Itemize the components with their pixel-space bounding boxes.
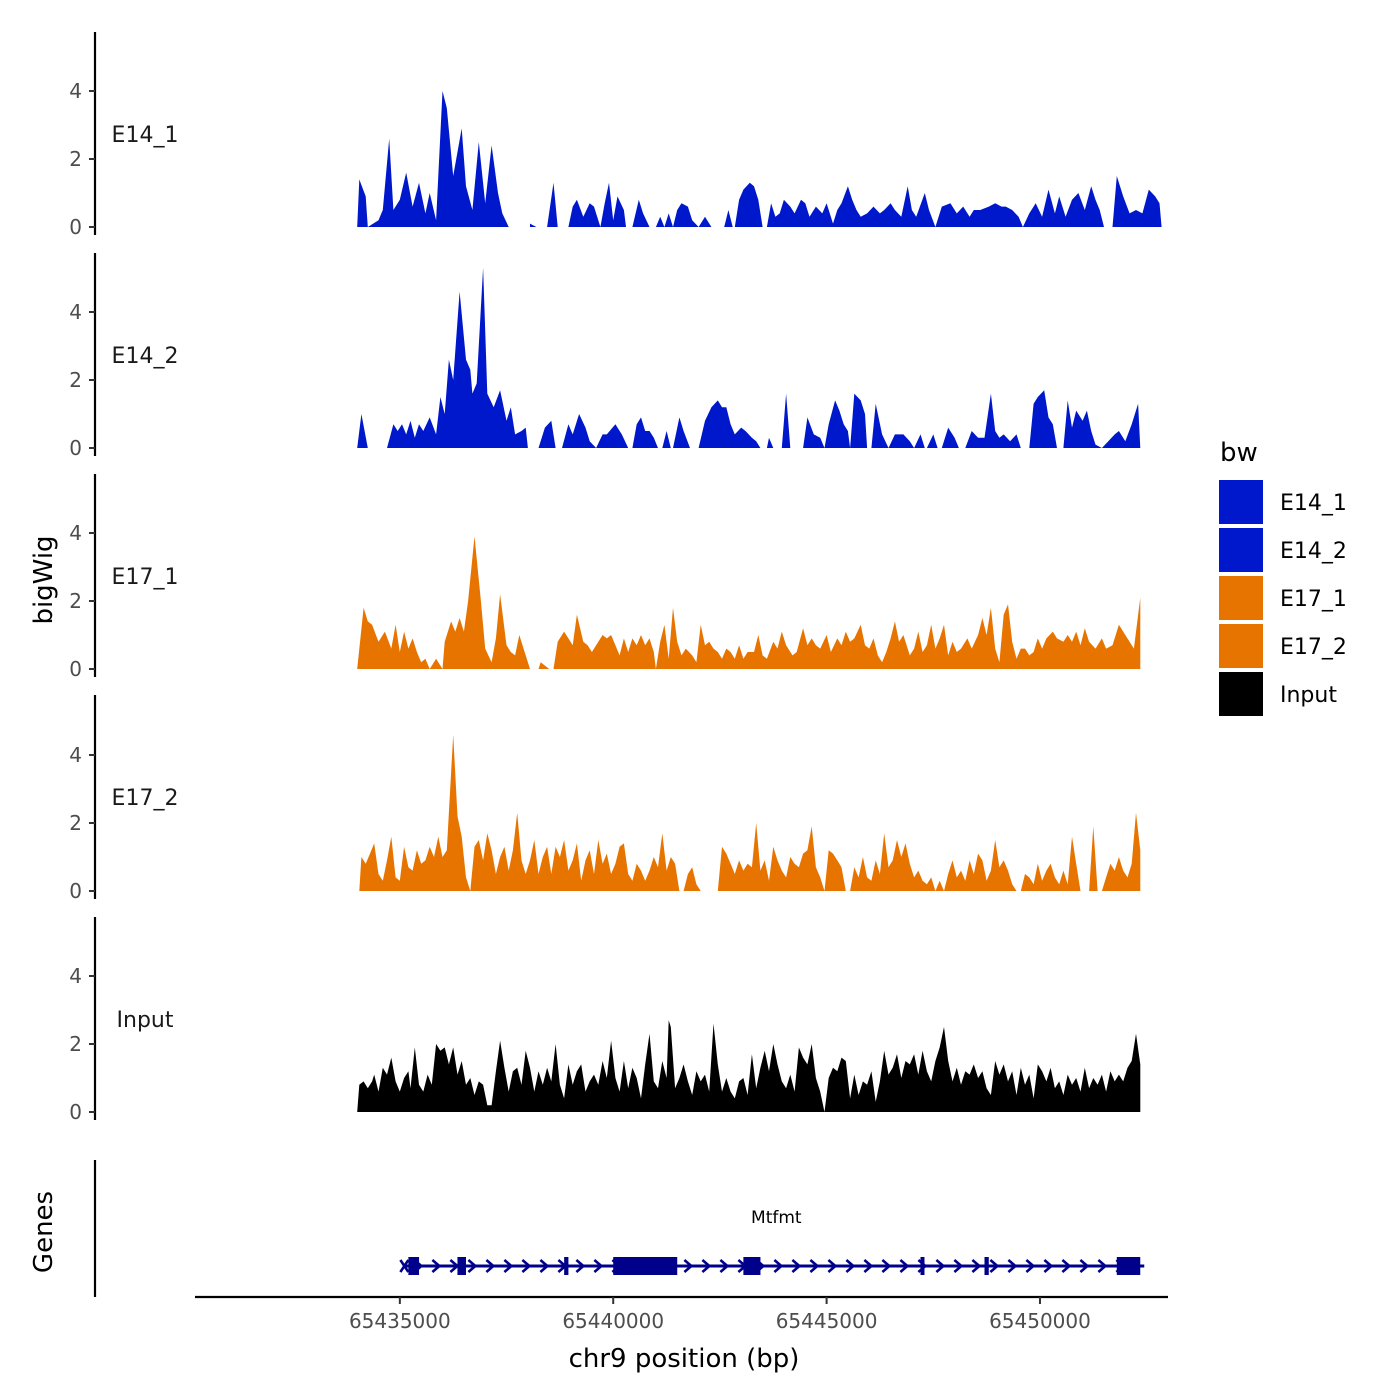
strand-arrow bbox=[521, 1259, 532, 1273]
strand-arrow bbox=[539, 1259, 550, 1273]
strand-arrow bbox=[935, 1259, 946, 1273]
y-tick-label: 4 bbox=[69, 300, 82, 324]
track-E14_1: 0 2 4 E14_1 bbox=[69, 32, 1162, 239]
gene-name-label: Mtfmt bbox=[751, 1208, 802, 1228]
gene-exon bbox=[1116, 1257, 1141, 1275]
track-Input: 0 2 4 Input bbox=[69, 917, 1141, 1124]
strand-arrow bbox=[1079, 1259, 1090, 1273]
legend-swatch bbox=[1219, 528, 1263, 572]
gene-exon bbox=[564, 1257, 569, 1275]
strand-arrow bbox=[449, 1259, 460, 1273]
strand-arrow bbox=[593, 1259, 604, 1273]
strand-arrow bbox=[773, 1259, 784, 1273]
genes-axis-title: Genes bbox=[29, 1191, 59, 1273]
y-tick-label: 0 bbox=[69, 879, 82, 903]
gene-exon bbox=[408, 1257, 420, 1275]
gene-exon bbox=[457, 1257, 466, 1275]
strand-arrow bbox=[881, 1259, 892, 1273]
legend-swatch bbox=[1219, 624, 1263, 668]
y-tick-label: 2 bbox=[69, 589, 82, 613]
track-panels: 0 2 4 E14_1 0 2 4 E14_2 0 2 4 E17_1 0 2 4 E17_2 0 2 4 Input bbox=[69, 32, 1162, 1124]
y-tick-label: 4 bbox=[69, 521, 82, 545]
gene-exon bbox=[984, 1257, 989, 1275]
y-tick-label: 4 bbox=[69, 79, 82, 103]
strand-arrow bbox=[431, 1259, 442, 1273]
strand-arrow bbox=[971, 1259, 982, 1273]
track-area-E17_1 bbox=[357, 536, 1141, 669]
track-label: Input bbox=[117, 1008, 174, 1033]
track-area-E14_2 bbox=[357, 267, 1141, 448]
strand-arrow bbox=[701, 1259, 712, 1273]
legend-label: E14_2 bbox=[1280, 539, 1347, 564]
strand-arrow bbox=[683, 1259, 694, 1273]
gene-exon bbox=[743, 1257, 761, 1275]
legend: bw E14_1 E14_2 E17_1 E17_2 Input bbox=[1219, 438, 1347, 716]
track-area-Input bbox=[357, 1020, 1141, 1112]
track-E17_2: 0 2 4 E17_2 bbox=[69, 695, 1141, 903]
legend-label: Input bbox=[1280, 683, 1337, 708]
genes-panel: Mtfmt bbox=[93, 1160, 1145, 1297]
track-label: E14_2 bbox=[112, 344, 179, 369]
strand-arrow bbox=[467, 1259, 478, 1273]
strand-arrow bbox=[719, 1259, 730, 1273]
strand-arrow bbox=[791, 1259, 802, 1273]
y-tick-label: 0 bbox=[69, 436, 82, 460]
strand-arrow bbox=[575, 1259, 586, 1273]
y-tick-label: 0 bbox=[69, 657, 82, 681]
strand-arrow bbox=[827, 1259, 838, 1273]
y-tick-label: 0 bbox=[69, 215, 82, 239]
legend-swatch bbox=[1219, 672, 1263, 716]
x-tick-label: 65450000 bbox=[989, 1309, 1091, 1333]
track-E17_1: 0 2 4 E17_1 bbox=[69, 474, 1141, 681]
x-axis: 65435000 65440000 65445000 65450000 bbox=[195, 1295, 1168, 1333]
strand-arrow bbox=[863, 1259, 874, 1273]
strand-arrow bbox=[845, 1259, 856, 1273]
strand-arrow bbox=[953, 1259, 964, 1273]
track-label: E17_2 bbox=[112, 786, 179, 811]
legend-label: E17_1 bbox=[1280, 587, 1347, 612]
y-tick-label: 4 bbox=[69, 743, 82, 767]
y-tick-label: 0 bbox=[69, 1100, 82, 1124]
strand-arrow bbox=[503, 1259, 514, 1273]
strand-arrow bbox=[1025, 1259, 1036, 1273]
strand-arrow bbox=[989, 1259, 1000, 1273]
x-tick-label: 65435000 bbox=[349, 1309, 451, 1333]
y-tick-label: 2 bbox=[69, 368, 82, 392]
strand-arrow bbox=[1097, 1259, 1108, 1273]
x-axis-title: chr9 position (bp) bbox=[569, 1344, 800, 1374]
y-axis-title: bigWig bbox=[29, 535, 59, 624]
strand-arrow bbox=[809, 1259, 820, 1273]
strand-arrow bbox=[485, 1259, 496, 1273]
gene-exon bbox=[920, 1257, 925, 1275]
track-area-E17_2 bbox=[359, 734, 1141, 891]
track-label: E17_1 bbox=[112, 565, 179, 590]
track-E14_2: 0 2 4 E14_2 bbox=[69, 253, 1141, 460]
x-tick-label: 65440000 bbox=[562, 1309, 664, 1333]
x-tick-label: 65445000 bbox=[776, 1309, 878, 1333]
gene-exon bbox=[613, 1257, 678, 1275]
legend-swatch bbox=[1219, 576, 1263, 620]
legend-title: bw bbox=[1220, 438, 1258, 468]
track-area-E14_1 bbox=[357, 91, 1162, 227]
track-label: E14_1 bbox=[112, 123, 179, 148]
strand-arrow bbox=[899, 1259, 910, 1273]
strand-arrow bbox=[1061, 1259, 1072, 1273]
legend-swatch bbox=[1219, 480, 1263, 524]
strand-arrow bbox=[1007, 1259, 1018, 1273]
y-tick-label: 2 bbox=[69, 1032, 82, 1056]
legend-label: E14_1 bbox=[1280, 491, 1347, 516]
y-tick-label: 4 bbox=[69, 964, 82, 988]
strand-arrow bbox=[1043, 1259, 1054, 1273]
y-tick-label: 2 bbox=[69, 811, 82, 835]
y-tick-label: 2 bbox=[69, 147, 82, 171]
gene-end-marker bbox=[399, 1259, 410, 1273]
legend-label: E17_2 bbox=[1280, 635, 1347, 660]
